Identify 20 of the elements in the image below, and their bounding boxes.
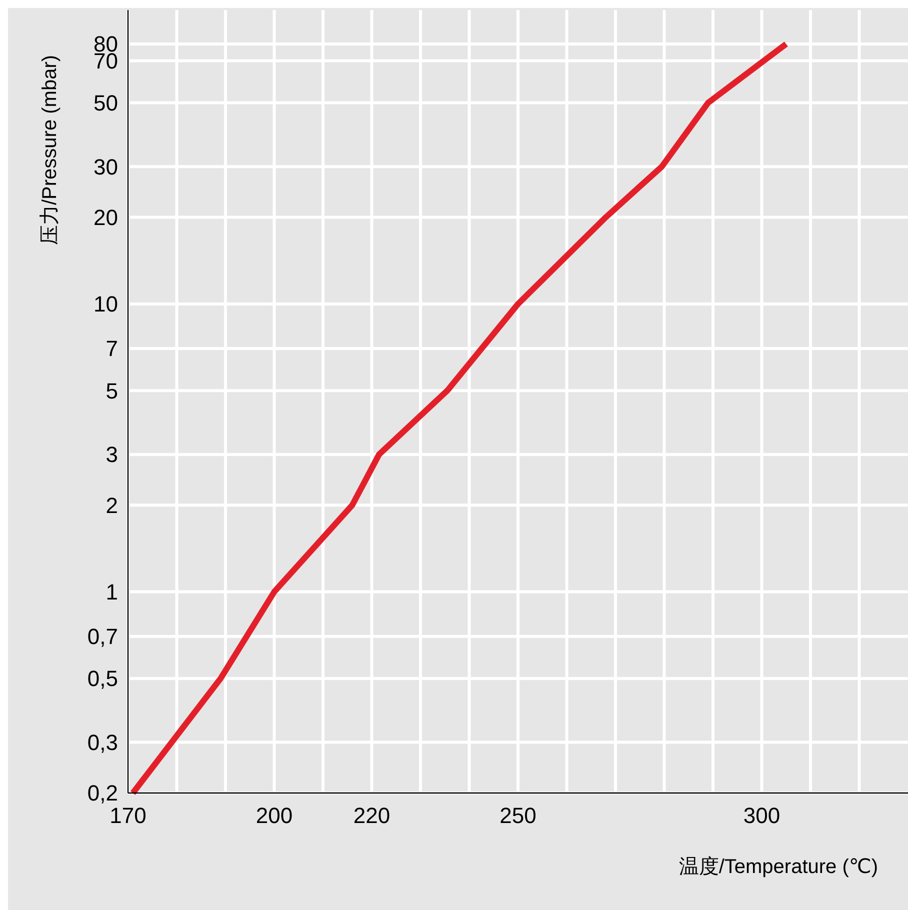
x-tick-label: 250 xyxy=(500,803,536,828)
y-tick-label: 5 xyxy=(106,378,118,404)
y-tick-label: 2 xyxy=(106,492,118,518)
y-tick-label: 30 xyxy=(94,154,118,180)
y-tick-label: 0,7 xyxy=(87,624,118,650)
y-tick-label: 1 xyxy=(106,580,118,604)
y-tick-label: 10 xyxy=(94,292,118,317)
x-tick-label: 170 xyxy=(110,803,146,828)
y-tick-label: 20 xyxy=(94,205,118,230)
y-tick-label: 0,3 xyxy=(87,730,118,756)
y-tick-label: 0,2 xyxy=(87,780,118,806)
y-tick-label: 50 xyxy=(94,90,118,116)
y-tick-label: 3 xyxy=(106,442,118,468)
y-tick-label: 0,5 xyxy=(87,666,118,692)
x-tick-label: 220 xyxy=(353,803,390,828)
x-axis-title: 温度/Temperature (℃) xyxy=(678,856,878,878)
y-axis-title: 压力/Pressure (mbar) xyxy=(39,54,61,246)
y-tick-label: 7 xyxy=(106,336,118,362)
x-tick-label: 300 xyxy=(743,803,780,828)
x-tick-label: 200 xyxy=(256,803,293,828)
